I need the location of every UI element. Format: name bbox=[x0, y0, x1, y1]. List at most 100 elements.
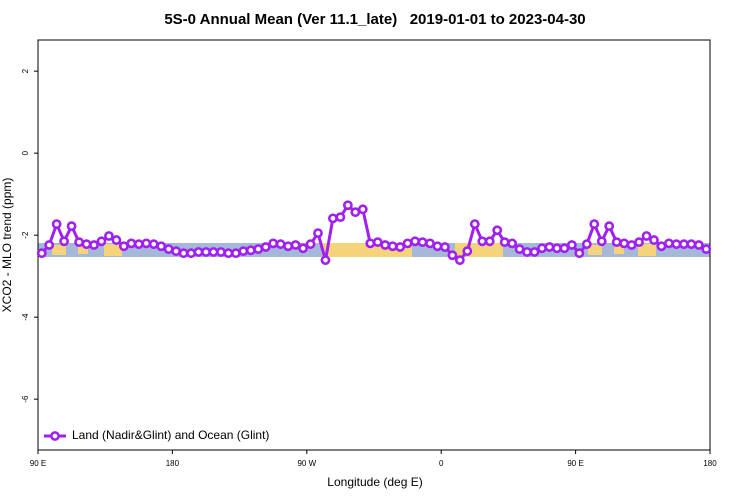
data-point bbox=[484, 236, 495, 247]
data-point bbox=[104, 231, 114, 241]
data-point bbox=[417, 237, 428, 248]
data-point bbox=[81, 239, 92, 250]
legend-marker bbox=[50, 431, 60, 441]
y-tick-label: 2 bbox=[21, 68, 30, 73]
data-point bbox=[402, 238, 413, 249]
data-point bbox=[268, 238, 279, 249]
x-tick-label: 180 bbox=[703, 459, 717, 468]
data-point bbox=[492, 225, 503, 236]
data-point bbox=[178, 248, 189, 259]
chart-title: 5S-0 Annual Mean (Ver 11.1_late) 2019-01… bbox=[164, 11, 585, 28]
data-point bbox=[529, 247, 540, 257]
data-point bbox=[275, 239, 286, 250]
data-point bbox=[133, 239, 144, 250]
data-point bbox=[156, 241, 167, 252]
data-point bbox=[357, 204, 368, 215]
data-point bbox=[51, 219, 62, 229]
data-point bbox=[649, 235, 659, 245]
data-point bbox=[604, 221, 615, 232]
data-point bbox=[574, 248, 585, 259]
data-point bbox=[634, 237, 644, 248]
data-point bbox=[260, 242, 271, 252]
y-tick-label: 0 bbox=[21, 150, 30, 155]
data-point bbox=[686, 239, 697, 250]
data-point bbox=[253, 244, 264, 254]
data-point bbox=[141, 238, 152, 249]
x-axis-label: Longitude (deg E) bbox=[327, 475, 422, 489]
data-point bbox=[514, 244, 525, 254]
data-point bbox=[201, 247, 211, 257]
data-point bbox=[387, 241, 398, 252]
data-point bbox=[59, 236, 70, 247]
data-point bbox=[298, 243, 308, 254]
data-point bbox=[342, 200, 353, 211]
data-point bbox=[626, 240, 637, 250]
data-point bbox=[469, 219, 480, 229]
data-point bbox=[216, 247, 226, 257]
data-point bbox=[44, 240, 55, 250]
legend-label: Land (Nadir&Glint) and Ocean (Glint) bbox=[72, 428, 269, 442]
data-point bbox=[223, 248, 234, 259]
data-point bbox=[365, 238, 376, 249]
data-point bbox=[193, 247, 204, 257]
data-point bbox=[380, 240, 391, 250]
x-tick-label: 90 W bbox=[297, 459, 316, 468]
data-point bbox=[36, 248, 47, 259]
data-point bbox=[96, 236, 107, 247]
data-point bbox=[350, 207, 361, 218]
y-axis-label: XCO2 - MLO trend (ppm) bbox=[0, 178, 14, 313]
x-tick-label: 180 bbox=[166, 459, 180, 468]
data-point bbox=[664, 238, 674, 249]
data-point bbox=[126, 238, 137, 249]
data-point bbox=[118, 241, 129, 252]
data-point bbox=[544, 242, 555, 252]
data-point bbox=[208, 247, 219, 257]
data-point bbox=[581, 239, 592, 250]
x-tick-label: 90 E bbox=[30, 459, 46, 468]
data-point bbox=[395, 242, 406, 252]
data-point bbox=[447, 250, 458, 261]
data-point bbox=[163, 244, 174, 254]
data-point bbox=[552, 243, 562, 254]
data-point bbox=[328, 213, 338, 224]
data-point bbox=[671, 239, 682, 250]
data-point bbox=[410, 236, 420, 247]
data-point bbox=[290, 240, 301, 250]
data-point bbox=[507, 238, 518, 249]
data-point bbox=[678, 239, 689, 250]
data-point bbox=[701, 244, 712, 254]
data-point bbox=[372, 237, 383, 248]
data-point bbox=[74, 237, 84, 248]
data-point bbox=[462, 246, 473, 257]
data-point bbox=[320, 255, 331, 266]
y-tick-label: -2 bbox=[21, 231, 30, 239]
data-point bbox=[589, 219, 600, 229]
plot-frame bbox=[37, 39, 711, 451]
y-tick-label: -6 bbox=[21, 395, 30, 403]
data-point bbox=[641, 231, 652, 241]
data-point bbox=[619, 238, 630, 249]
data-point bbox=[477, 236, 488, 247]
data-point bbox=[611, 237, 622, 248]
data-point bbox=[559, 243, 570, 254]
data-point bbox=[432, 241, 443, 252]
data-point bbox=[245, 245, 256, 256]
data-point bbox=[238, 246, 249, 257]
data-point bbox=[66, 221, 77, 232]
data-point bbox=[656, 241, 667, 252]
data-point bbox=[454, 255, 465, 266]
data-point bbox=[522, 247, 532, 257]
data-point bbox=[440, 242, 450, 252]
data-point bbox=[566, 240, 577, 250]
data-point bbox=[335, 212, 346, 223]
data-point bbox=[693, 240, 704, 250]
data-point bbox=[148, 239, 159, 250]
data-point bbox=[283, 241, 294, 252]
data-point bbox=[171, 246, 182, 257]
data-point bbox=[596, 236, 607, 247]
data-point bbox=[313, 228, 323, 239]
data-point bbox=[186, 248, 196, 259]
y-tick-label: -4 bbox=[21, 313, 30, 321]
data-point bbox=[305, 239, 316, 250]
